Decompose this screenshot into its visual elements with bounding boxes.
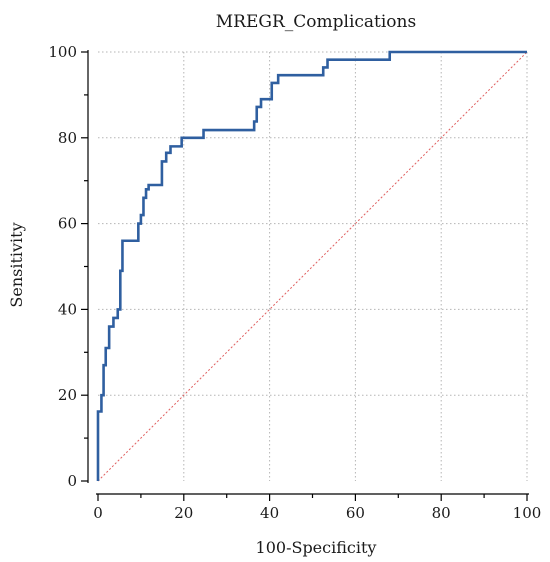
y-axis-label: Sensitivity: [7, 222, 26, 307]
roc-curve-line: [96, 50, 527, 481]
y-tick-label: 100: [48, 43, 77, 61]
x-tick-label: 40: [260, 504, 279, 522]
x-tick-label: 100: [513, 504, 542, 522]
y-tick-label: 0: [67, 472, 77, 490]
y-axis-ticks: 0 20 40 60 80 100: [48, 43, 88, 490]
x-axis-ticks: 0 20 40 60 80 100: [93, 494, 541, 522]
x-tick-label: 20: [174, 504, 193, 522]
x-tick-label: 60: [346, 504, 365, 522]
reference-diagonal-line: [97, 51, 528, 482]
chart-title: MREGR_Complications: [216, 12, 416, 32]
axes: [87, 50, 529, 495]
y-tick-label: 60: [58, 215, 77, 233]
x-axis-label: 100-Specificity: [256, 538, 377, 557]
x-tick-label: 0: [93, 504, 103, 522]
y-tick-label: 40: [58, 300, 77, 318]
y-tick-label: 20: [58, 386, 77, 404]
y-tick-label: 80: [58, 129, 77, 147]
x-tick-label: 80: [432, 504, 451, 522]
